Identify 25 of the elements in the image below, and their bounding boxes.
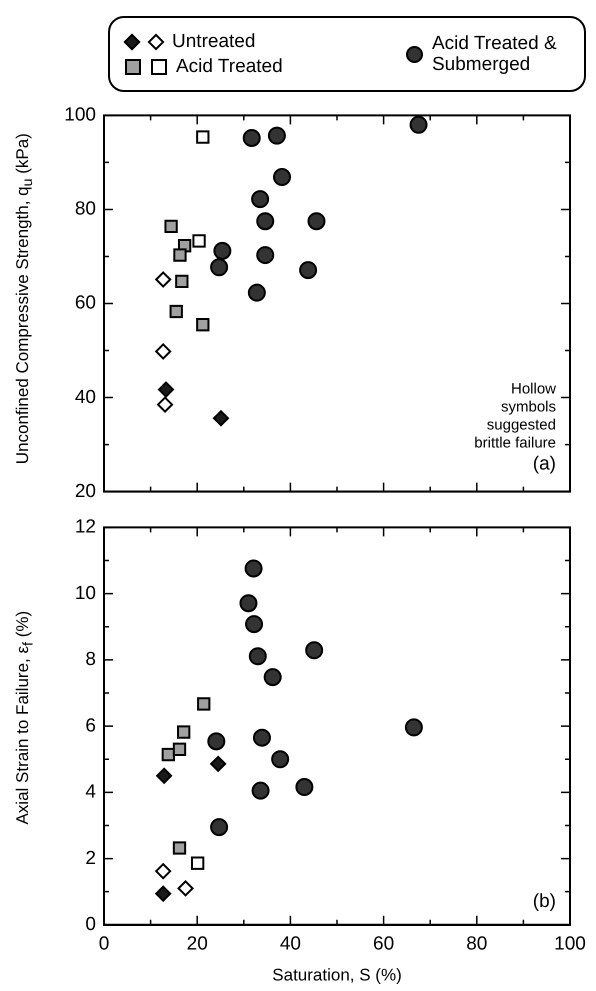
y-tick-label: 0 <box>85 914 96 936</box>
annotation: Hollow symbols suggested brittle failure <box>474 380 556 452</box>
x-axis-title: Saturation, S (%) <box>272 965 402 984</box>
y-tick-label: 6 <box>85 715 96 736</box>
x-tick-label: 100 <box>554 933 586 954</box>
y-tick-label: 2 <box>85 848 96 869</box>
annotation: (a) <box>532 454 556 475</box>
x-tick-label: 0 <box>98 933 110 954</box>
y-tick-label: 80 <box>74 198 96 220</box>
y-tick-label: 8 <box>85 649 96 670</box>
y-tick-label: 4 <box>85 782 96 803</box>
x-tick-label: 80 <box>466 933 488 954</box>
x-tick-label: 60 <box>373 933 394 954</box>
y-tick-label: 20 <box>74 480 96 502</box>
x-tick-label: 40 <box>280 933 301 954</box>
y-tick-label: 100 <box>64 104 96 126</box>
legend-label: Untreated <box>172 31 256 52</box>
y-tick-label: 60 <box>74 292 96 314</box>
y-tick-label: 12 <box>74 516 96 538</box>
annotation: (b) <box>532 890 556 912</box>
y-tick-label: 40 <box>74 386 96 408</box>
legend-label: Acid Treated <box>176 56 283 77</box>
x-tick-label: 20 <box>186 933 208 954</box>
y-tick-label: 10 <box>74 582 96 604</box>
legend-label: Acid Treated & Submerged <box>432 33 558 75</box>
